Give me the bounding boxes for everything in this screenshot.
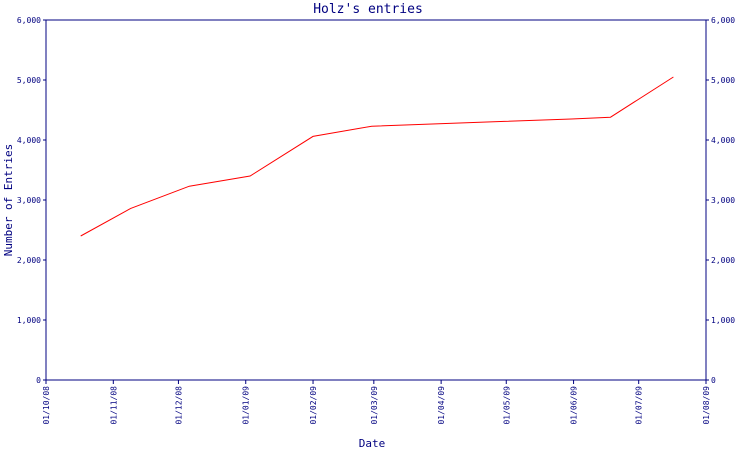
x-tick-label: 01/08/09 (702, 386, 711, 425)
x-tick-label: 01/03/09 (370, 386, 379, 425)
y-tick-label-left: 0 (36, 376, 41, 385)
y-tick-label-left: 6,000 (17, 16, 41, 25)
y-tick-label-right: 0 (711, 376, 716, 385)
x-tick-label: 01/01/09 (242, 386, 251, 425)
y-tick-label-left: 5,000 (17, 76, 41, 85)
x-tick-label: 01/05/09 (502, 386, 511, 425)
x-tick-label: 01/02/09 (309, 386, 318, 425)
y-tick-label-right: 5,000 (711, 76, 735, 85)
y-axis-left: 0 1,000 2,000 3,000 4,000 5,000 6,000 (17, 16, 46, 385)
x-tick-label: 01/04/09 (437, 386, 446, 425)
y-tick-label-right: 2,000 (711, 256, 735, 265)
y-tick-label-left: 4,000 (17, 136, 41, 145)
y-tick-label-left: 1,000 (17, 316, 41, 325)
y-tick-label-left: 3,000 (17, 196, 41, 205)
y-tick-label-right: 6,000 (711, 16, 735, 25)
y-tick-label-right: 4,000 (711, 136, 735, 145)
x-tick-label: 01/12/08 (174, 386, 183, 425)
series-group (80, 76, 674, 237)
x-axis-title: Date (359, 437, 386, 450)
y-tick-label-right: 3,000 (711, 196, 735, 205)
x-tick-label: 01/11/08 (109, 386, 118, 425)
plot-frame (45, 19, 707, 381)
series-line (80, 76, 674, 237)
x-tick-label: 01/06/09 (570, 386, 579, 425)
x-tick-label: 01/07/09 (635, 386, 644, 425)
y-tick-label-right: 1,000 (711, 316, 735, 325)
y-axis-right: 0 1,000 2,000 3,000 4,000 5,000 6,000 (706, 16, 735, 385)
y-tick-label-left: 2,000 (17, 256, 41, 265)
x-tick-label: 01/10/08 (42, 386, 51, 425)
chart-title: Holz's entries (313, 2, 423, 17)
y-axis-title: Number of Entries (2, 144, 15, 257)
x-axis: 01/10/08 01/11/08 01/12/08 01/01/09 01/02/09… (42, 380, 711, 425)
